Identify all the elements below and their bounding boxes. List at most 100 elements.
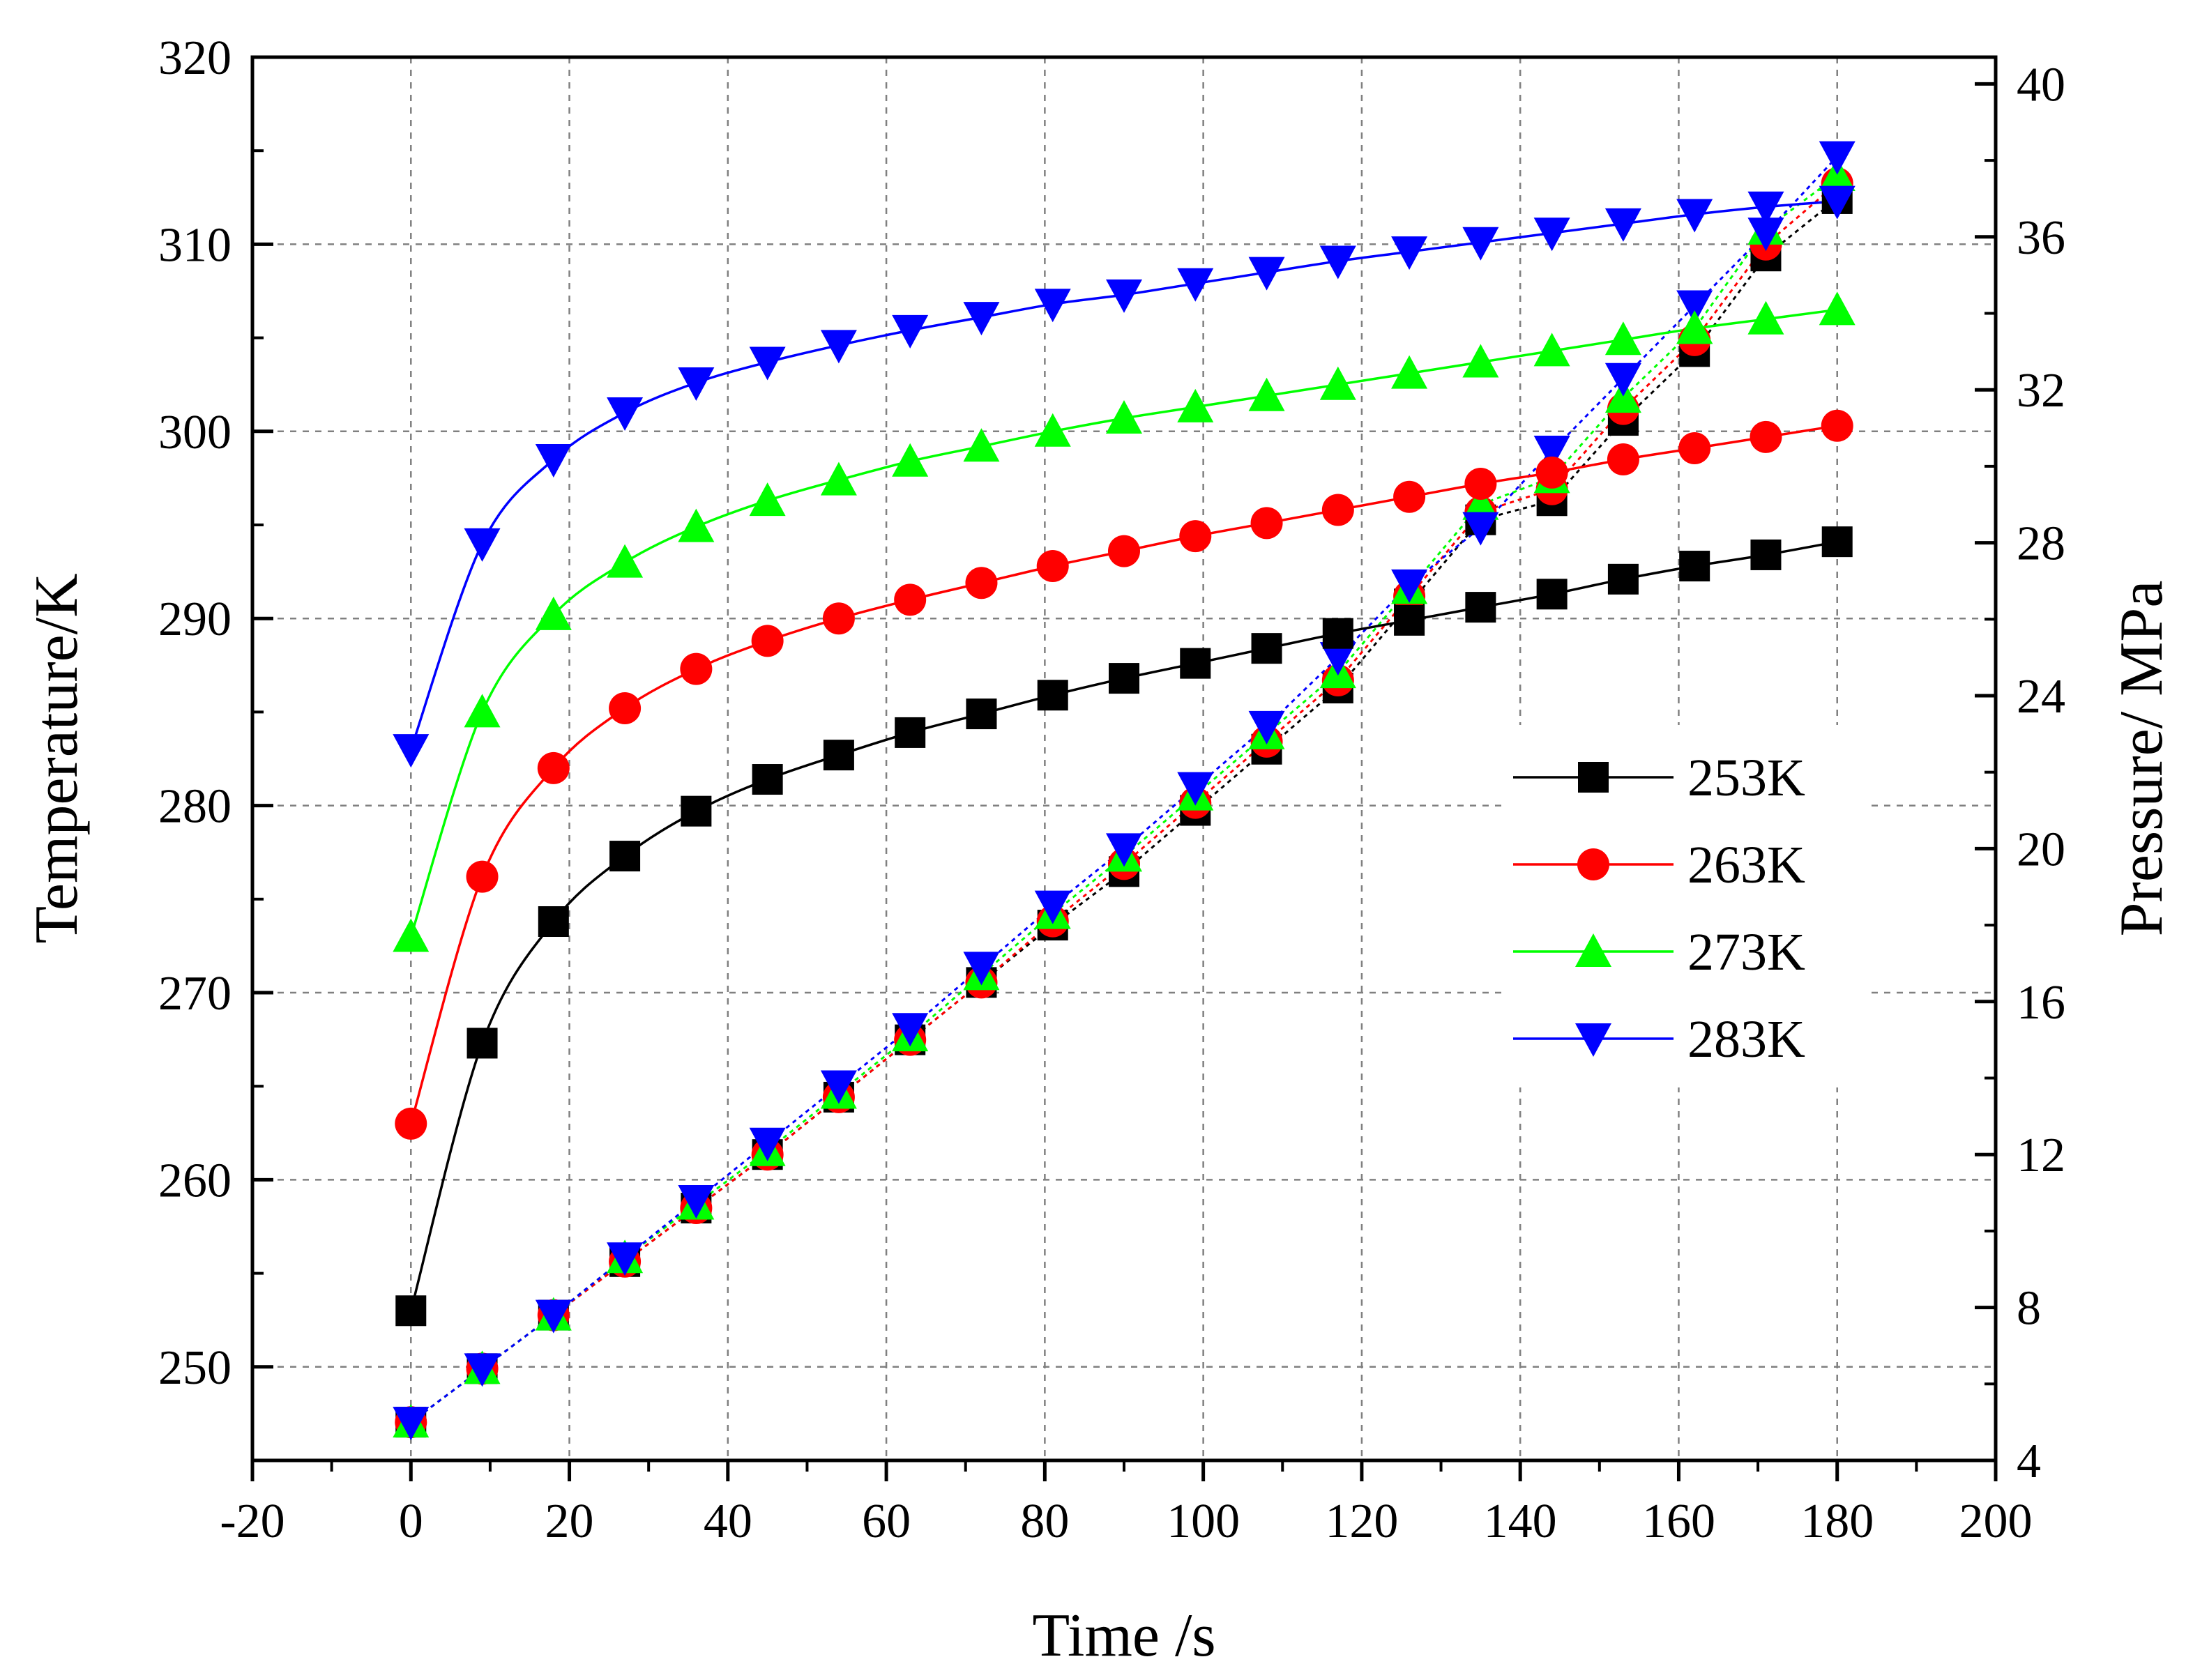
temperature-point-253K <box>823 740 854 771</box>
temperature-point-253K <box>895 717 926 748</box>
y-left-tick-label: 260 <box>158 1154 232 1207</box>
temperature-line-273K <box>409 308 1837 938</box>
temperature-point-273K <box>1676 310 1713 344</box>
pressure-point-283K <box>1533 435 1570 469</box>
temperature-point-273K <box>1319 366 1356 400</box>
x-tick-label: 20 <box>545 1495 594 1548</box>
pressure-point-283K <box>678 1185 715 1219</box>
temperature-point-263K <box>1607 443 1639 476</box>
temperature-point-283K <box>464 528 501 562</box>
temperature-point-263K <box>1321 494 1354 526</box>
y-right-tick-label: 12 <box>2017 1129 2065 1182</box>
temperature-point-283K <box>1034 289 1071 323</box>
temperature-point-273K <box>393 918 430 952</box>
x-tick-label: 80 <box>1020 1495 1069 1548</box>
temperature-point-273K <box>1034 413 1071 447</box>
temperature-point-273K <box>820 461 857 496</box>
temperature-point-283K <box>1676 199 1713 233</box>
temperature-point-253K <box>609 841 641 872</box>
pressure-point-283K <box>1106 833 1142 867</box>
temperature-point-283K <box>963 302 1000 336</box>
y-left-tick-label: 300 <box>158 406 232 459</box>
pressure-point-283K <box>1819 141 1856 175</box>
temperature-point-273K <box>1819 291 1856 326</box>
temperature-point-273K <box>1177 388 1214 422</box>
temperature-point-253K <box>1821 526 1853 558</box>
legend-marker-263K <box>1577 848 1609 880</box>
y-right-tick-label: 24 <box>2017 670 2065 724</box>
pressure-point-283K <box>892 1013 929 1047</box>
pressure-point-283K <box>1248 710 1285 744</box>
y-right-tick-label: 28 <box>2017 517 2065 571</box>
y-axis-left-label: Temperature/K <box>23 573 91 943</box>
temperature-point-283K <box>1391 236 1428 270</box>
temperature-point-283K <box>607 397 644 431</box>
pressure-point-283K <box>607 1242 644 1276</box>
y-right-tick-label: 40 <box>2017 58 2065 112</box>
temperature-point-273K <box>607 544 644 578</box>
temperature-point-263K <box>680 652 713 685</box>
temperature-point-283K <box>393 734 430 768</box>
x-axis-label: Time /s <box>1032 1602 1215 1670</box>
x-tick-label: 60 <box>862 1495 911 1548</box>
temperature-point-283K <box>892 314 929 349</box>
temperature-point-253K <box>752 764 783 795</box>
temperature-point-253K <box>466 1028 498 1059</box>
temperature-point-263K <box>395 1107 427 1140</box>
temperature-point-283K <box>820 330 857 364</box>
x-tick-label: 40 <box>704 1495 752 1548</box>
temperature-point-283K <box>1604 208 1641 242</box>
temperature-point-253K <box>1607 563 1639 595</box>
temperature-line-253K <box>409 540 1838 1311</box>
x-tick-label: -20 <box>220 1495 284 1548</box>
x-tick-label: 160 <box>1642 1495 1715 1548</box>
temperature-point-253K <box>681 795 712 827</box>
pressure-point-283K <box>1462 512 1499 546</box>
temperature-point-253K <box>1037 680 1068 711</box>
temperature-point-273K <box>1604 321 1641 356</box>
temperature-point-283K <box>1462 227 1499 261</box>
y-left-tick-label: 250 <box>158 1341 232 1395</box>
pressure-point-283K <box>820 1070 857 1104</box>
pressure-point-283K <box>749 1127 786 1161</box>
pressure-point-283K <box>1676 290 1713 324</box>
temperature-point-273K <box>535 596 572 630</box>
temperature-point-283K <box>1248 257 1285 291</box>
temperature-point-253K <box>538 906 569 938</box>
temperature-point-263K <box>822 602 855 635</box>
y-right-tick-label: 8 <box>2017 1282 2041 1336</box>
legend-label-263K: 263K <box>1687 836 1805 894</box>
pressure-point-283K <box>393 1407 430 1441</box>
temperature-point-273K <box>678 508 715 542</box>
x-tick-label: 120 <box>1325 1495 1398 1548</box>
temperature-point-283K <box>1319 245 1356 280</box>
y-right-tick-label: 4 <box>2017 1435 2041 1488</box>
temperature-point-283K <box>1533 217 1570 252</box>
temperature-point-263K <box>1821 409 1853 442</box>
temperature-point-263K <box>1250 507 1283 540</box>
temperature-point-253K <box>1322 618 1353 649</box>
pressure-point-283K <box>1604 362 1641 397</box>
temperature-point-253K <box>1251 633 1282 664</box>
y-right-tick-label: 32 <box>2017 364 2065 418</box>
temperature-point-263K <box>537 751 570 784</box>
y-left-tick-label: 310 <box>158 218 232 272</box>
axis-layer: -20 0 20 40 60 80 100 120 140 160 180 200 250 260 270 2… <box>158 31 2065 1548</box>
temperature-point-263K <box>1464 467 1497 500</box>
temperature-point-263K <box>1535 456 1568 489</box>
legend-background <box>1506 725 1869 1087</box>
pressure-point-283K <box>1177 772 1214 806</box>
temperature-point-263K <box>894 583 927 616</box>
temperature-point-273K <box>1747 300 1784 335</box>
temperature-point-253K <box>966 698 997 730</box>
temperature-point-263K <box>609 692 642 725</box>
y-right-tick-label: 20 <box>2017 823 2065 876</box>
x-tick-label: 100 <box>1167 1495 1240 1548</box>
temperature-point-253K <box>395 1295 427 1327</box>
temperature-point-263K <box>1108 535 1140 567</box>
pressure-point-283K <box>963 952 1000 986</box>
temperature-point-273K <box>1106 400 1142 434</box>
temperature-line-283K <box>409 199 1837 750</box>
y-right-tick-label: 16 <box>2017 976 2065 1030</box>
